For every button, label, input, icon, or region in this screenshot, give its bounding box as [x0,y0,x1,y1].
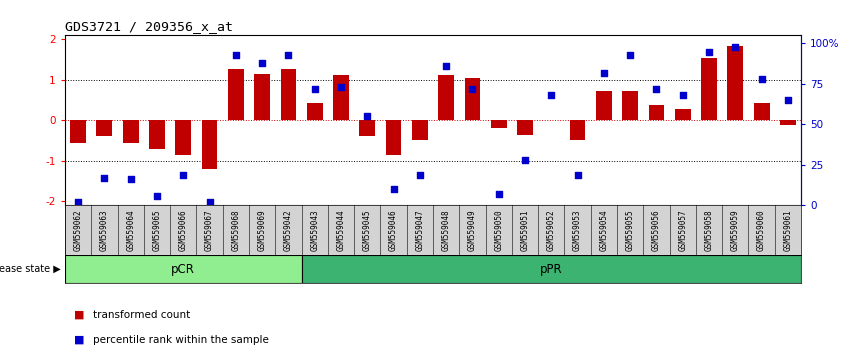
Text: GSM559060: GSM559060 [757,209,766,251]
Text: GSM559045: GSM559045 [363,209,372,251]
Text: GSM559063: GSM559063 [100,209,109,251]
Text: GSM559050: GSM559050 [494,209,503,251]
Text: GSM559056: GSM559056 [652,209,661,251]
Point [439,63,453,69]
Bar [596,91,611,120]
Bar [438,75,454,120]
Text: GSM559069: GSM559069 [257,209,267,251]
Text: GSM559057: GSM559057 [678,209,688,251]
Bar [675,109,691,120]
Point [466,86,480,92]
Bar [649,105,664,120]
Bar [412,120,428,140]
Text: GSM559067: GSM559067 [205,209,214,251]
Text: GSM559046: GSM559046 [389,209,398,251]
Point [571,172,585,177]
Text: GSM559064: GSM559064 [126,209,135,251]
Point [203,199,216,205]
Point [492,191,506,197]
Text: GSM559065: GSM559065 [152,209,161,251]
Bar [517,120,533,135]
Text: ■: ■ [74,335,84,345]
Text: GSM559053: GSM559053 [573,209,582,251]
Bar [123,120,139,143]
Point [229,52,242,58]
Text: GSM559059: GSM559059 [731,209,740,251]
Bar [65,255,301,283]
Point [781,97,795,103]
Point [518,157,532,163]
Bar [149,120,165,149]
Point [71,199,85,205]
Bar [753,103,770,120]
Bar [570,120,585,140]
Text: GSM559049: GSM559049 [468,209,477,251]
Point [386,186,400,192]
Text: GSM559068: GSM559068 [231,209,241,251]
Bar [307,103,322,120]
Text: pPR: pPR [540,263,563,275]
Text: GSM559062: GSM559062 [74,209,82,251]
Text: GSM559066: GSM559066 [178,209,188,251]
Point [675,92,689,98]
Bar [255,74,270,120]
Point [702,49,716,55]
Bar [175,120,191,155]
Text: GSM559043: GSM559043 [310,209,320,251]
Point [98,175,112,181]
Point [360,114,374,119]
Point [255,60,269,66]
Text: pCR: pCR [171,263,195,275]
Point [307,86,321,92]
Text: percentile rank within the sample: percentile rank within the sample [93,335,268,345]
Bar [623,91,638,120]
Bar [701,58,717,120]
Text: GSM559061: GSM559061 [784,209,792,251]
Bar [333,75,349,120]
Text: GSM559051: GSM559051 [520,209,529,251]
Text: GSM559044: GSM559044 [337,209,346,251]
Point [597,70,611,75]
Bar [281,69,296,120]
Text: transformed count: transformed count [93,310,190,320]
Point [413,172,427,177]
Text: GSM559052: GSM559052 [546,209,556,251]
Bar [202,120,217,169]
Text: GSM559048: GSM559048 [442,209,450,251]
Bar [301,255,801,283]
Point [650,86,663,92]
Bar [464,78,481,120]
Bar [359,120,375,136]
Bar [727,46,743,120]
Text: GDS3721 / 209356_x_at: GDS3721 / 209356_x_at [65,20,233,33]
Bar [70,120,86,143]
Point [624,52,637,58]
Text: ■: ■ [74,310,84,320]
Point [124,177,138,182]
Point [150,193,164,199]
Text: GSM559055: GSM559055 [625,209,635,251]
Point [177,172,191,177]
Point [281,52,295,58]
Bar [780,120,796,125]
Bar [385,120,402,155]
Text: GSM559047: GSM559047 [416,209,424,251]
Text: GSM559054: GSM559054 [599,209,609,251]
Text: disease state ▶: disease state ▶ [0,264,61,274]
Text: GSM559058: GSM559058 [705,209,714,251]
Bar [491,120,507,128]
Point [545,92,559,98]
Bar [96,120,113,136]
Bar [228,69,243,120]
Point [334,84,348,90]
Point [728,44,742,50]
Point [754,76,768,82]
Text: GSM559042: GSM559042 [284,209,293,251]
